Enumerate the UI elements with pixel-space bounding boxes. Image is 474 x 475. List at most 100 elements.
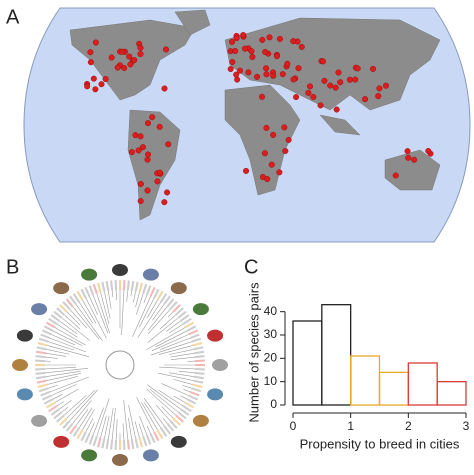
tip xyxy=(36,379,47,384)
city-point xyxy=(132,132,139,139)
tip xyxy=(192,383,203,388)
city-points xyxy=(84,32,434,206)
tip xyxy=(130,438,135,450)
tip xyxy=(97,282,102,293)
tip xyxy=(41,329,52,336)
branch xyxy=(85,418,94,432)
branch xyxy=(51,334,76,346)
tip xyxy=(145,285,152,296)
city-point xyxy=(282,148,289,155)
tip xyxy=(172,417,181,426)
city-point xyxy=(161,199,168,206)
city-point xyxy=(259,93,266,100)
city-point xyxy=(233,35,240,42)
city-point xyxy=(264,176,271,183)
tip xyxy=(149,433,156,444)
city-point xyxy=(404,148,411,155)
branch xyxy=(69,389,98,421)
branch xyxy=(147,306,168,331)
branch xyxy=(64,314,81,330)
branch xyxy=(82,409,95,431)
branch xyxy=(53,330,83,347)
city-point xyxy=(270,131,277,138)
city-point xyxy=(165,141,172,148)
branch xyxy=(107,290,112,309)
bird-icon xyxy=(112,264,128,276)
city-point xyxy=(156,123,163,130)
tip xyxy=(184,321,195,329)
branch xyxy=(182,384,192,389)
city-point xyxy=(276,35,283,42)
tip xyxy=(114,439,118,450)
tip xyxy=(50,408,60,416)
branch xyxy=(161,406,174,419)
tip xyxy=(145,434,152,445)
city-point xyxy=(241,45,248,52)
bird-icon xyxy=(81,268,98,281)
bird-icon xyxy=(16,329,33,342)
bird-icon xyxy=(142,449,159,462)
city-point xyxy=(263,65,270,72)
city-point xyxy=(346,76,353,83)
tip xyxy=(101,438,106,449)
tip xyxy=(194,359,205,363)
city-point xyxy=(87,49,94,56)
branch xyxy=(100,292,110,325)
y-tick-label: 30 xyxy=(264,327,278,341)
city-point xyxy=(161,85,168,92)
tip xyxy=(38,337,49,343)
branch xyxy=(158,345,193,355)
tip xyxy=(105,438,110,450)
branch xyxy=(150,341,192,356)
x-tick-label: 1 xyxy=(347,419,354,433)
tip xyxy=(160,427,168,437)
panel-label: C xyxy=(244,256,258,278)
branch xyxy=(48,384,58,389)
branch xyxy=(72,400,92,424)
city-point xyxy=(284,60,291,67)
branch xyxy=(85,298,107,339)
branch xyxy=(143,398,165,426)
bar xyxy=(436,381,467,406)
city-point xyxy=(321,77,328,84)
city-point xyxy=(137,133,144,140)
y-tick-label: 40 xyxy=(264,304,278,318)
city-point xyxy=(234,76,241,83)
city-point xyxy=(87,59,94,66)
branch xyxy=(56,323,78,338)
panel-label: B xyxy=(6,256,19,278)
city-point xyxy=(307,83,314,90)
bird-icon xyxy=(170,435,187,448)
city-point xyxy=(137,51,144,58)
city-point xyxy=(119,48,126,55)
branch xyxy=(66,390,95,419)
city-point xyxy=(145,151,152,158)
branch xyxy=(107,407,114,440)
tip xyxy=(188,394,199,401)
tip xyxy=(186,325,197,332)
tip xyxy=(194,355,205,359)
branch xyxy=(89,422,95,434)
branch xyxy=(178,370,195,374)
branch xyxy=(49,337,87,353)
city-point xyxy=(337,79,344,86)
city-point xyxy=(121,65,128,72)
tip xyxy=(126,439,130,450)
tip xyxy=(193,346,204,351)
branch xyxy=(78,301,94,324)
bird-icon xyxy=(112,454,128,466)
bird-icon xyxy=(207,329,224,342)
branch xyxy=(47,345,90,357)
bird-icon xyxy=(81,449,98,462)
city-point xyxy=(268,161,275,168)
branch xyxy=(123,400,129,440)
tip xyxy=(156,290,164,301)
city-point xyxy=(126,53,133,60)
city-point xyxy=(375,93,382,100)
city-point xyxy=(156,169,163,176)
city-point xyxy=(298,43,305,50)
tip xyxy=(35,359,46,363)
branch xyxy=(146,384,181,410)
bar xyxy=(321,304,352,406)
tip xyxy=(189,333,200,340)
